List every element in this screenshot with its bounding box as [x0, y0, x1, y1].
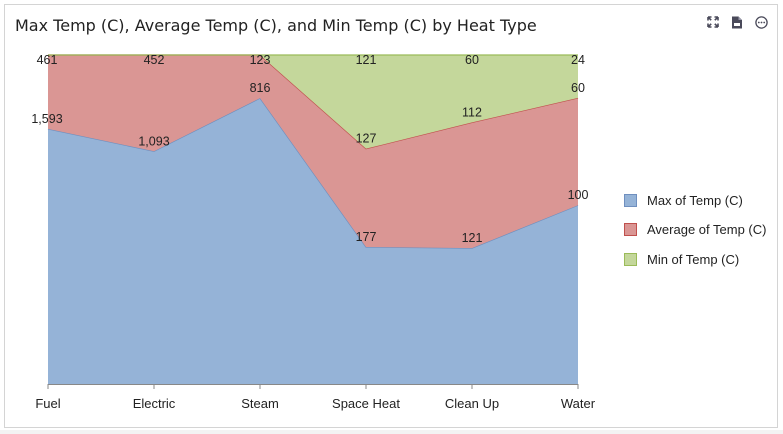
more-icon[interactable] — [753, 14, 769, 30]
data-label-average-of-temp-c-water: 60 — [571, 81, 585, 95]
legend-item-max[interactable]: Max of Temp (C) — [624, 190, 766, 210]
legend-item-average[interactable]: Average of Temp (C) — [624, 220, 766, 240]
legend-item-min[interactable]: Min of Temp (C) — [624, 249, 766, 269]
x-tick-label-steam: Steam — [241, 396, 279, 411]
data-label-average-of-temp-c-steam: 123 — [250, 53, 271, 67]
data-label-max-of-temp-c-steam: 816 — [250, 81, 271, 95]
data-label-min-of-temp-c-clean-up: 60 — [465, 53, 479, 67]
chart-toolbar — [705, 14, 769, 30]
data-label-average-of-temp-c-electric: 452 — [144, 53, 165, 67]
legend-swatch-min — [624, 252, 637, 266]
data-label-max-of-temp-c-clean-up: 121 — [462, 231, 483, 245]
area-min-of-temp-c — [48, 55, 578, 149]
data-label-min-of-temp-c-water: 24 — [571, 53, 585, 67]
x-tick-label-electric: Electric — [133, 396, 176, 411]
data-label-average-of-temp-c-clean-up: 112 — [462, 105, 482, 119]
x-tick-label-water: Water — [561, 396, 596, 411]
export-icon[interactable] — [729, 14, 745, 30]
page-bottom-strip — [0, 430, 783, 434]
x-tick-label-fuel: Fuel — [35, 396, 60, 411]
data-label-max-of-temp-c-water: 100 — [568, 188, 589, 202]
data-label-min-of-temp-c-space-heat: 121 — [356, 53, 377, 67]
x-tick-label-clean-up: Clean Up — [445, 396, 499, 411]
data-label-average-of-temp-c-fuel: 461 — [37, 53, 58, 67]
data-label-max-of-temp-c-fuel: 1,593 — [31, 112, 62, 126]
legend-label-max: Max of Temp (C) — [647, 192, 743, 208]
legend: Max of Temp (C) Average of Temp (C) Min … — [624, 190, 766, 279]
data-label-max-of-temp-c-electric: 1,093 — [138, 134, 169, 148]
legend-label-average: Average of Temp (C) — [647, 222, 767, 237]
expand-icon[interactable] — [705, 14, 721, 30]
data-label-max-of-temp-c-space-heat: 177 — [356, 230, 377, 244]
legend-swatch-max — [624, 193, 637, 207]
legend-label-min: Min of Temp (C) — [647, 251, 740, 267]
x-tick-label-space-heat: Space Heat — [332, 396, 400, 411]
area-average-of-temp-c — [48, 55, 578, 249]
data-label-average-of-temp-c-space-heat: 127 — [356, 132, 377, 146]
legend-swatch-average — [624, 223, 637, 236]
chart-title: Max Temp (C), Average Temp (C), and Min … — [15, 16, 537, 35]
area-max-of-temp-c — [48, 98, 578, 384]
